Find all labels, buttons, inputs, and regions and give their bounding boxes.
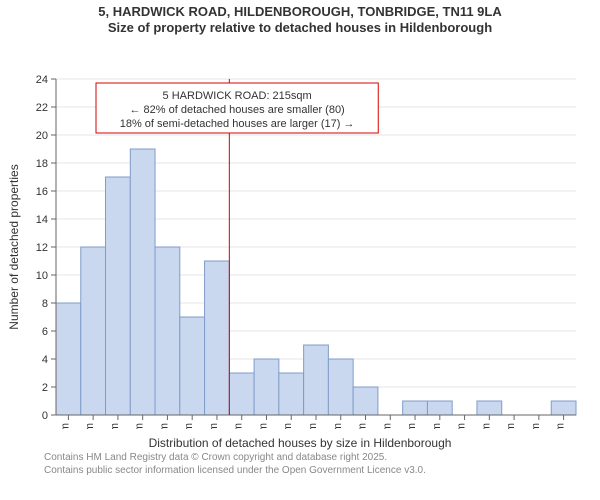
svg-text:6: 6 bbox=[42, 326, 48, 338]
svg-text:87sqm: 87sqm bbox=[84, 423, 96, 429]
svg-text:457sqm: 457sqm bbox=[505, 423, 517, 429]
svg-text:152sqm: 152sqm bbox=[158, 423, 170, 429]
svg-text:16: 16 bbox=[36, 186, 48, 198]
chart-svg: 024681012141618202224Number of detached … bbox=[0, 35, 600, 429]
chart-footer: Contains HM Land Registry data © Crown c… bbox=[0, 452, 600, 477]
svg-text:18% of semi-detached houses ar: 18% of semi-detached houses are larger (… bbox=[120, 118, 355, 130]
svg-text:14: 14 bbox=[36, 214, 48, 226]
footer-line-2: Contains public sector information licen… bbox=[44, 465, 600, 478]
svg-text:8: 8 bbox=[42, 298, 48, 310]
svg-text:65sqm: 65sqm bbox=[59, 423, 71, 429]
svg-text:2: 2 bbox=[42, 382, 48, 394]
svg-text:0: 0 bbox=[42, 410, 48, 422]
svg-text:196sqm: 196sqm bbox=[208, 423, 220, 429]
svg-text:12: 12 bbox=[36, 242, 48, 254]
histogram-chart: 024681012141618202224Number of detached … bbox=[0, 35, 600, 434]
svg-text:326sqm: 326sqm bbox=[357, 423, 369, 429]
svg-text:5 HARDWICK ROAD: 215sqm: 5 HARDWICK ROAD: 215sqm bbox=[163, 90, 312, 102]
svg-text:20: 20 bbox=[36, 130, 48, 142]
svg-text:18: 18 bbox=[36, 158, 48, 170]
x-axis-label: Distribution of detached houses by size … bbox=[0, 436, 600, 450]
svg-text:413sqm: 413sqm bbox=[456, 423, 468, 429]
svg-text:4: 4 bbox=[42, 354, 48, 366]
svg-text:435sqm: 435sqm bbox=[480, 423, 492, 429]
svg-text:478sqm: 478sqm bbox=[530, 423, 542, 429]
footer-line-1: Contains HM Land Registry data © Crown c… bbox=[44, 452, 600, 465]
svg-text:261sqm: 261sqm bbox=[282, 423, 294, 429]
svg-text:348sqm: 348sqm bbox=[381, 423, 393, 429]
svg-text:130sqm: 130sqm bbox=[134, 423, 146, 429]
svg-text:24: 24 bbox=[36, 74, 48, 86]
svg-text:239sqm: 239sqm bbox=[257, 423, 269, 429]
svg-text:174sqm: 174sqm bbox=[183, 423, 195, 429]
svg-text:← 82% of detached houses are s: ← 82% of detached houses are smaller (80… bbox=[130, 104, 345, 116]
svg-text:500sqm: 500sqm bbox=[555, 423, 567, 429]
chart-title-main: 5, HARDWICK ROAD, HILDENBOROUGH, TONBRID… bbox=[0, 4, 600, 19]
svg-text:217sqm: 217sqm bbox=[233, 423, 245, 429]
svg-text:304sqm: 304sqm bbox=[332, 423, 344, 429]
chart-title-sub: Size of property relative to detached ho… bbox=[0, 20, 600, 35]
svg-text:22: 22 bbox=[36, 102, 48, 114]
svg-text:283sqm: 283sqm bbox=[307, 423, 319, 429]
svg-text:370sqm: 370sqm bbox=[406, 423, 418, 429]
svg-text:10: 10 bbox=[36, 270, 48, 282]
svg-text:391sqm: 391sqm bbox=[431, 423, 443, 429]
svg-text:Number of detached properties: Number of detached properties bbox=[7, 164, 21, 329]
svg-text:109sqm: 109sqm bbox=[109, 423, 121, 429]
